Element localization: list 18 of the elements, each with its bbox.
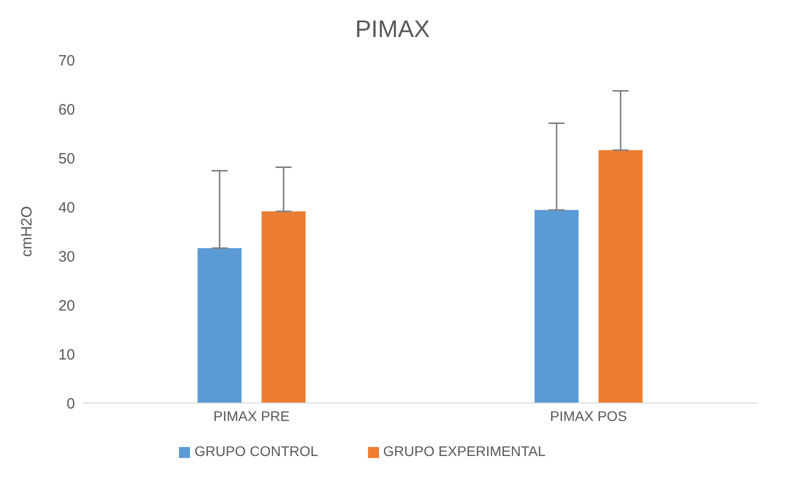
- y-tick-label: 20: [58, 297, 75, 314]
- x-tick-label: PIMAX PRE: [213, 408, 290, 424]
- legend-label: GRUPO EXPERIMENTAL: [383, 443, 546, 459]
- y-tick-label: 60: [58, 101, 75, 118]
- y-tick-label: 0: [66, 395, 75, 412]
- chart-title: PIMAX: [354, 15, 431, 45]
- y-axis-title: cmH2O: [18, 206, 36, 257]
- bar: [262, 211, 306, 403]
- legend-label: GRUPO CONTROL: [194, 443, 318, 459]
- bar: [534, 210, 579, 403]
- y-tick-label: 30: [58, 248, 75, 266]
- y-tick-label: 50: [58, 150, 75, 168]
- y-tick-label: 40: [58, 199, 75, 216]
- y-tick-label: 70: [58, 52, 75, 70]
- x-tick-label: PIMAX POS: [550, 408, 628, 424]
- y-tick-label: 10: [58, 346, 75, 364]
- bar: [598, 150, 643, 403]
- bar: [198, 248, 242, 403]
